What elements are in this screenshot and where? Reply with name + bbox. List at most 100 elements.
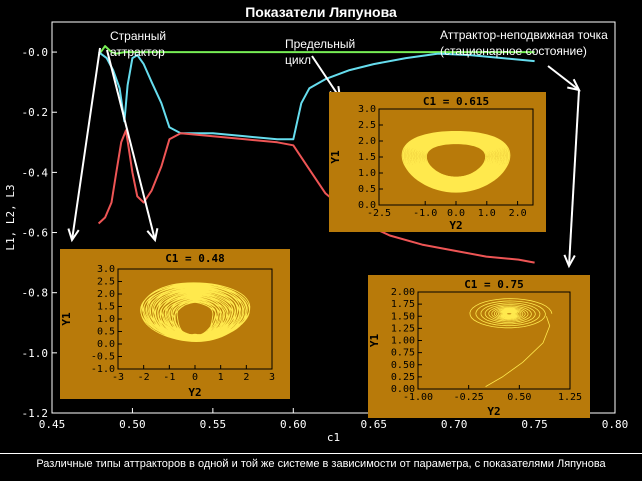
x-tick-label: 0.75 (521, 418, 548, 431)
x-axis-label: c1 (327, 431, 340, 444)
inset-y-tick-label: -0.5 (91, 352, 115, 363)
inset-y-axis-label: Y1 (329, 150, 342, 164)
inset-y-axis-label: Y1 (60, 312, 73, 326)
arrow-to-fixed-point-shaft (568, 89, 580, 267)
y-tick-label: -0.8 (22, 287, 49, 300)
annotation-strange-attractor: Странный аттрактор (110, 29, 167, 59)
inset-title: C1 = 0.75 (464, 278, 524, 291)
x-tick-label: 0.55 (200, 418, 227, 431)
inset-x-tick-label: 1 (218, 372, 224, 383)
inset-x-tick-label: 2 (243, 372, 249, 383)
inset-background (329, 92, 546, 232)
inset-x-tick-label: 0.50 (507, 392, 531, 403)
inset-y-tick-label: 2.00 (391, 287, 415, 298)
x-tick-label: 0.65 (360, 418, 387, 431)
inset-y-tick-label: 0.0 (97, 339, 115, 350)
y-tick-label: -1.0 (22, 347, 49, 360)
inset-y-tick-label: 2.5 (358, 120, 376, 131)
inset-background (368, 275, 590, 418)
figure-caption: Различные типы аттракторов в одной и той… (36, 458, 606, 470)
arrow-to-fixed-point (563, 89, 580, 269)
inset-trajectory (469, 298, 553, 387)
arrow-to-strange-attractor-head (67, 228, 80, 243)
arrow-to-fixed-point-a-shaft (547, 65, 580, 91)
inset-trajectory (140, 282, 251, 342)
inset-x-tick-label: -2 (138, 372, 150, 383)
series-line-l1 (97, 45, 535, 56)
x-tick-label: 0.45 (39, 418, 66, 431)
x-tick-label: 0.80 (602, 418, 629, 431)
inset-y-tick-label: 1.00 (391, 336, 415, 347)
y-tick-label: -1.2 (22, 407, 49, 420)
inset-x-axis-label: Y2 (449, 219, 462, 232)
inset-y-tick-label: 1.5 (97, 302, 115, 313)
arrow-to-strange-attractor-2-head (146, 228, 159, 243)
inset-x-tick-label: -3 (112, 372, 124, 383)
inset-y-tick-label: 1.0 (97, 314, 115, 325)
y-axis-label: L1, L2, L3 (4, 184, 17, 250)
inset-y-tick-label: 1.0 (358, 168, 376, 179)
inset-title: C1 = 0.48 (165, 252, 225, 265)
chart-title: Показатели Ляпунова (245, 4, 397, 20)
x-tick-label: 0.60 (280, 418, 307, 431)
inset-x-tick-label: 3 (269, 372, 275, 383)
arrow-to-strange-attractor-2-shaft (106, 49, 156, 241)
arrow-to-fixed-point-head (563, 254, 576, 269)
inset-y-tick-label: 0.0 (358, 200, 376, 211)
inset-title: C1 = 0.615 (423, 95, 489, 108)
y-tick-label: -0.6 (22, 227, 49, 240)
inset-y-tick-label: 0.25 (391, 372, 415, 383)
arrow-to-strange-attractor-shaft (71, 47, 101, 241)
inset-y-tick-label: 0.5 (97, 327, 115, 338)
y-tick-label: -0.2 (22, 106, 49, 119)
inset-trajectory (401, 130, 511, 193)
arrow-to-strange-attractor-2 (106, 49, 159, 243)
inset-y-tick-label: 0.00 (391, 384, 415, 395)
annotation-fixed-point: Аттрактор-неподвижная точка (стационарно… (440, 28, 608, 58)
inset-y-tick-label: 1.50 (391, 311, 415, 322)
y-tick-label: -0.0 (22, 46, 49, 59)
inset-y-tick-label: 1.5 (358, 152, 376, 163)
inset-c1-0-48: C1 = 0.48 -3 -2 -1 0 1 2 3 3.0 2.52.0 1.51.0 0.50.0… (60, 249, 290, 399)
inset-x-tick-label: -2.5 (367, 208, 391, 219)
caption-divider (0, 453, 642, 454)
inset-y-tick-label: 0.75 (391, 348, 415, 359)
inset-x-tick-label: 0.0 (447, 208, 465, 219)
inset-c1-0-75: C1 = 0.75-1.00 -0.25 0.50 1.252.001.751.501… (368, 275, 590, 418)
inset-y-tick-label: 0.5 (358, 184, 376, 195)
inset-y-tick-label: 2.5 (97, 277, 115, 288)
inset-y-tick-label: 3.0 (358, 104, 376, 115)
arrow-to-fixed-point-a (547, 65, 581, 92)
arrow-to-limit-cycle-shaft (311, 55, 341, 99)
inset-x-tick-label: 2.0 (509, 208, 527, 219)
series-line-l3 (97, 129, 535, 264)
inset-x-tick-label: 1.0 (478, 208, 496, 219)
inset-x-tick-label: 0 (192, 372, 198, 383)
y-tick-label: -0.4 (22, 166, 49, 179)
annotation-limit-cycle: Предельный цикл (285, 37, 356, 67)
inset-background (60, 249, 290, 399)
inset-x-axis-label: Y2 (487, 405, 500, 418)
inset-y-tick-label: 0.50 (391, 360, 415, 371)
inset-y-tick-label: -1.0 (91, 364, 115, 375)
inset-y-tick-label: 1.25 (391, 323, 415, 334)
inset-x-tick-label: -1.0 (413, 208, 437, 219)
inset-x-tick-label: -1.00 (403, 392, 433, 403)
inset-y-tick-label: 2.0 (97, 289, 115, 300)
inset-y-tick-label: 3.0 (97, 264, 115, 275)
inset-y-axis-label: Y1 (368, 334, 381, 348)
inset-x-tick-label: -1 (163, 372, 175, 383)
inset-y-tick-label: 2.0 (358, 136, 376, 147)
x-tick-label: 0.70 (441, 418, 468, 431)
inset-y-tick-label: 1.75 (391, 299, 415, 310)
arrow-to-strange-attractor (67, 47, 101, 243)
inset-c1-0-615: C1 = 0.615 -2.5 -1.0 0.0 1.0 2.0 3.0 2.5 2.0 1.5 1… (329, 92, 546, 232)
inset-x-tick-label: -0.25 (454, 392, 484, 403)
x-tick-label: 0.50 (119, 418, 146, 431)
plot-frame (51, 21, 616, 414)
inset-x-tick-label: 1.25 (558, 392, 582, 403)
inset-x-axis-label: Y2 (188, 386, 201, 399)
series-line-l2 (98, 51, 535, 141)
